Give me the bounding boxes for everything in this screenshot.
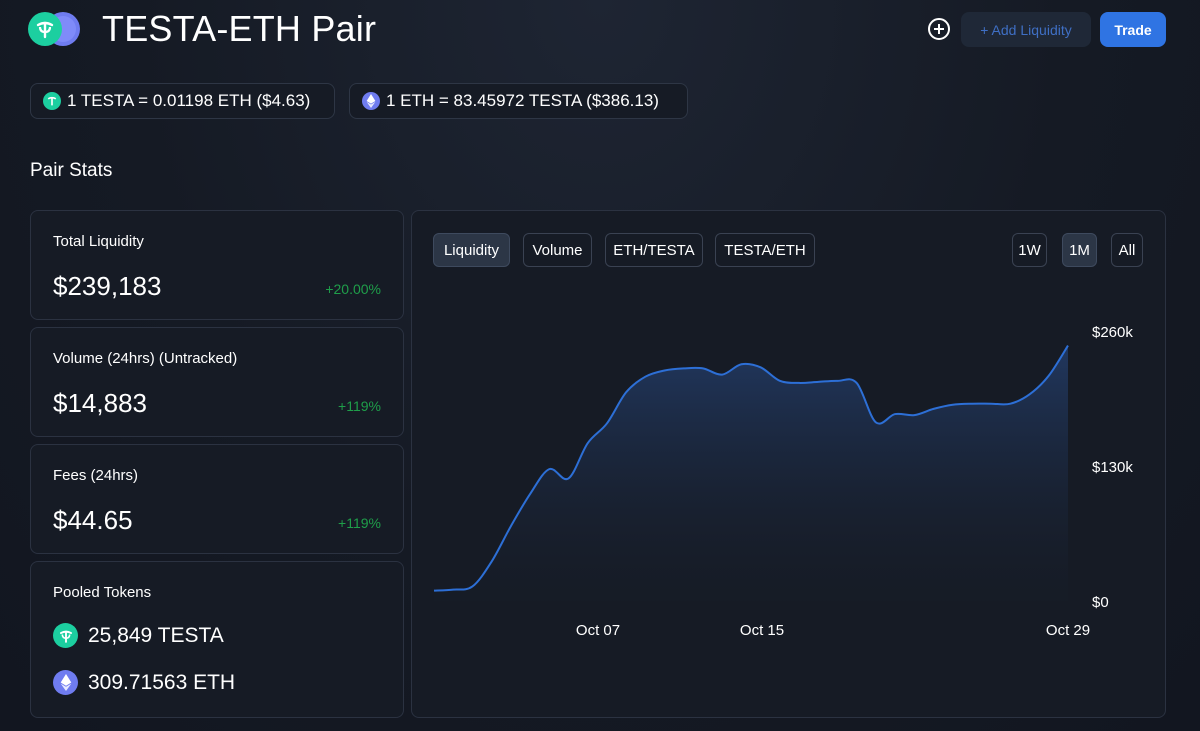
- change-badge: +119%: [338, 515, 381, 531]
- y-tick-label: $130k: [1092, 459, 1133, 476]
- range-1m[interactable]: 1M: [1062, 233, 1097, 267]
- page-title: TESTA-ETH Pair: [102, 8, 377, 49]
- pooled-testa-row: 25,849 TESTA: [53, 623, 224, 648]
- pooled-testa-amount: 25,849 TESTA: [88, 623, 224, 647]
- card-label: Volume (24hrs) (Untracked): [53, 350, 238, 367]
- plus-circle-icon[interactable]: [928, 18, 950, 40]
- card-label: Total Liquidity: [53, 233, 144, 250]
- change-badge: +119%: [338, 398, 381, 414]
- liquidity-chart[interactable]: $0 $130k $260k Oct 07 Oct 15 Oct 29: [412, 211, 1167, 719]
- total-liquidity-card: Total Liquidity $239,183 +20.00%: [30, 210, 404, 320]
- volume-card: Volume (24hrs) (Untracked) $14,883 +119%: [30, 327, 404, 437]
- testa-logo-icon: [28, 12, 62, 46]
- section-title: Pair Stats: [30, 160, 113, 181]
- x-tick-label: Oct 29: [1046, 622, 1090, 639]
- pair-logo: [28, 12, 84, 48]
- liquidity-line: [433, 345, 1069, 592]
- tab-testa-eth[interactable]: TESTA/ETH: [715, 233, 815, 267]
- card-value: $44.65: [53, 505, 133, 535]
- pooled-eth-amount: 309.71563 ETH: [88, 670, 236, 694]
- liquidity-area: [434, 345, 1068, 601]
- testa-rate-text: 1 TESTA = 0.01198 ETH ($4.63): [67, 91, 311, 110]
- add-liquidity-button[interactable]: + Add Liquidity: [961, 12, 1091, 47]
- card-label: Pooled Tokens: [53, 584, 152, 601]
- eth-icon: [53, 670, 78, 695]
- card-value: $14,883: [53, 388, 147, 418]
- eth-rate-text: 1 ETH = 83.45972 TESTA ($386.13): [386, 91, 659, 110]
- trade-button[interactable]: Trade: [1100, 12, 1166, 47]
- card-label: Fees (24hrs): [53, 467, 139, 484]
- testa-icon: [43, 92, 61, 110]
- eth-rate-pill[interactable]: 1 ETH = 83.45972 TESTA ($386.13): [349, 83, 688, 119]
- testa-icon: [53, 623, 78, 648]
- change-badge: +20.00%: [325, 281, 381, 297]
- y-tick-label: $0: [1092, 594, 1109, 611]
- testa-rate-pill[interactable]: 1 TESTA = 0.01198 ETH ($4.63): [30, 83, 335, 119]
- tab-liquidity[interactable]: Liquidity: [433, 233, 510, 267]
- chart-panel: Liquidity Volume ETH/TESTA TESTA/ETH 1W …: [411, 210, 1166, 718]
- range-1w[interactable]: 1W: [1012, 233, 1047, 267]
- fees-card: Fees (24hrs) $44.65 +119%: [30, 444, 404, 554]
- pooled-tokens-card: Pooled Tokens 25,849 TESTA 309.71563 ETH: [30, 561, 404, 718]
- card-value: $239,183: [53, 271, 162, 301]
- x-tick-label: Oct 07: [576, 622, 620, 639]
- eth-icon: [362, 92, 380, 110]
- tab-eth-testa[interactable]: ETH/TESTA: [605, 233, 703, 267]
- tab-volume[interactable]: Volume: [523, 233, 592, 267]
- pooled-eth-row: 309.71563 ETH: [53, 670, 235, 695]
- range-all[interactable]: All: [1111, 233, 1143, 267]
- y-tick-label: $260k: [1092, 324, 1133, 341]
- x-tick-label: Oct 15: [740, 622, 784, 639]
